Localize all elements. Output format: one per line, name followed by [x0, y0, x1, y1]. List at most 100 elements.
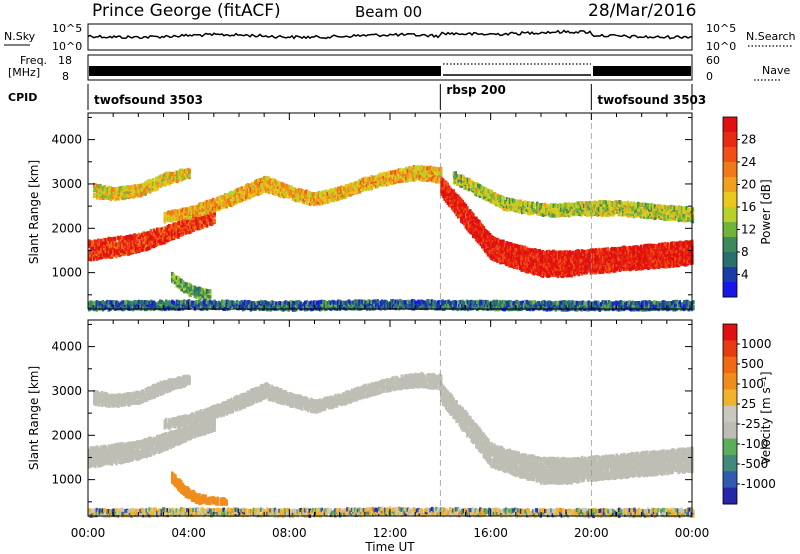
- range-cell: [580, 249, 584, 254]
- range-cell: [136, 183, 140, 189]
- range-cell: [130, 192, 134, 198]
- range-cell: [619, 203, 622, 208]
- range-cell: [352, 182, 355, 187]
- range-cell: [549, 263, 552, 268]
- range-cell: [183, 281, 186, 286]
- range-cell: [252, 192, 256, 197]
- range-cell: [570, 264, 573, 269]
- range-cell: [552, 262, 555, 267]
- range-cell: [261, 183, 265, 188]
- range-cell: [400, 170, 404, 175]
- range-cell: [131, 244, 135, 249]
- range-cell: [174, 224, 177, 229]
- range-cell: [255, 184, 259, 189]
- range-cell: [134, 233, 138, 239]
- range-cell: [171, 276, 174, 281]
- range-cell: [124, 239, 127, 244]
- range-cell: [519, 199, 522, 204]
- range-cell: [670, 207, 673, 212]
- range-cell: [491, 253, 495, 258]
- range-cell: [599, 202, 602, 207]
- range-cell: [532, 265, 535, 270]
- range-cell: [95, 243, 99, 248]
- range-cell: [491, 240, 495, 245]
- range-cell: [478, 236, 481, 241]
- range-cell: [159, 235, 162, 240]
- range-cell: [118, 246, 121, 251]
- range-cell: [406, 174, 410, 179]
- range-cell: [251, 182, 254, 187]
- range-cell: [600, 202, 604, 207]
- range-cell: [145, 243, 148, 248]
- range-cell: [187, 214, 191, 219]
- range-cell: [115, 189, 119, 194]
- range-cell: [673, 215, 676, 220]
- range-cell: [195, 218, 198, 223]
- range-cell: [680, 252, 683, 257]
- range-cell: [615, 262, 619, 267]
- range-cell: [143, 300, 147, 305]
- range-cell: [331, 188, 334, 193]
- range-cell: [169, 227, 173, 232]
- range-cell: [656, 249, 659, 254]
- range-cell: [662, 214, 666, 219]
- range-cell: [139, 193, 143, 198]
- range-cell: [671, 249, 674, 254]
- range-cell: [459, 180, 462, 185]
- range-cell: [493, 249, 496, 254]
- range-cell: [109, 243, 112, 248]
- power-data: [88, 113, 695, 312]
- range-cell: [654, 262, 658, 267]
- range-cell: [162, 240, 165, 245]
- nave-tick-top: 60: [706, 54, 720, 67]
- range-cell: [427, 176, 431, 181]
- range-cell: [670, 204, 673, 209]
- range-cell: [169, 211, 173, 216]
- range-cell: [685, 260, 688, 265]
- range-cell: [208, 209, 212, 214]
- range-cell: [680, 241, 683, 246]
- range-cell: [577, 249, 581, 254]
- range-cell: [103, 301, 106, 306]
- range-cell: [186, 287, 189, 292]
- range-cell: [246, 183, 250, 188]
- range-cell: [170, 172, 173, 177]
- range-cell: [322, 190, 325, 195]
- range-cell: [680, 258, 683, 263]
- range-cell: [152, 300, 156, 305]
- range-cell: [361, 184, 364, 189]
- range-cell: [609, 247, 613, 252]
- range-cell: [258, 190, 262, 195]
- range-cell: [267, 176, 271, 181]
- range-cell: [605, 200, 608, 205]
- range-cell: [484, 248, 487, 253]
- range-cell: [175, 232, 179, 237]
- range-cell: [102, 195, 105, 201]
- range-cell: [169, 300, 173, 305]
- range-cell: [473, 218, 477, 223]
- range-cell: [650, 257, 653, 262]
- range-cell: [679, 214, 682, 219]
- range-cell: [565, 252, 569, 257]
- range-cell: [472, 186, 476, 191]
- range-cell: [456, 210, 460, 215]
- range-cell: [508, 258, 511, 264]
- range-cell: [668, 252, 671, 257]
- range-cell: [415, 170, 419, 175]
- range-cell: [600, 247, 603, 252]
- range-cell: [627, 263, 631, 268]
- range-cell: [488, 235, 492, 240]
- range-cell: [96, 187, 99, 192]
- range-cell: [255, 188, 259, 193]
- range-cell: [115, 244, 118, 249]
- range-cell: [489, 197, 492, 202]
- range-cell: [408, 173, 411, 179]
- range-cell: [642, 265, 646, 270]
- range-cell: [169, 224, 173, 229]
- range-cell: [186, 222, 189, 227]
- range-cell: [374, 184, 378, 189]
- range-cell: [190, 205, 194, 210]
- range-cell: [411, 167, 414, 172]
- range-cell: [614, 208, 618, 213]
- range-cell: [189, 293, 192, 298]
